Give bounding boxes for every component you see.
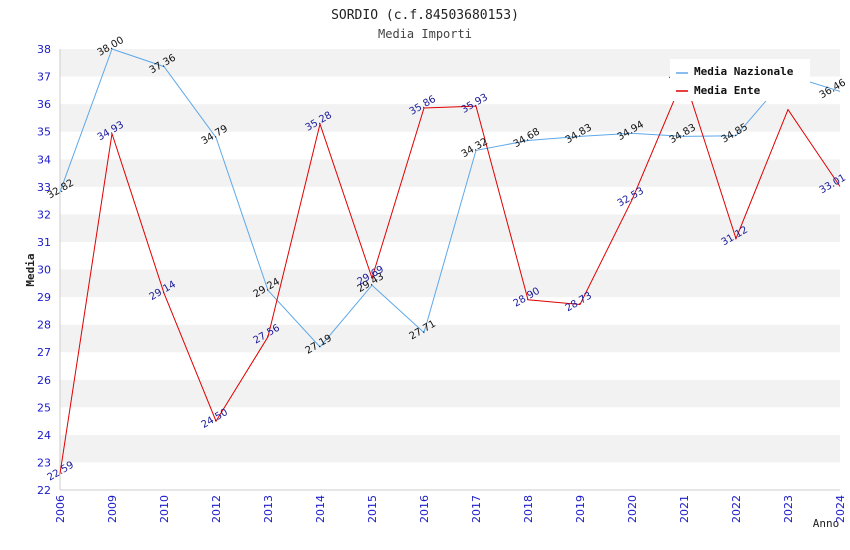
x-tick-label: 2015 xyxy=(366,495,379,523)
y-tick-label: 23 xyxy=(37,456,51,469)
x-axis-ticks: 2006 2009 2010 2012 2013 2014 2015 2016 2017 2018… xyxy=(54,495,847,523)
y-axis-ticks: 22 23 24 25 26 27 28 29 30 31 32 33 34 35 36 37 38 xyxy=(37,43,51,497)
x-tick-label: 2009 xyxy=(106,495,119,523)
y-tick-label: 37 xyxy=(37,71,51,84)
x-tick-label: 2014 xyxy=(314,495,327,523)
legend-label-ente: Media Ente xyxy=(694,84,761,97)
grid-band xyxy=(60,324,840,353)
series-line-0 xyxy=(59,48,841,348)
series-line-1 xyxy=(59,75,841,474)
y-axis-label: Media xyxy=(24,253,37,286)
grid-band xyxy=(60,379,840,408)
y-tick-label: 33 xyxy=(37,181,51,194)
x-tick-label: 2020 xyxy=(626,495,639,523)
y-tick-label: 27 xyxy=(37,346,51,359)
chart-title: SORDIO (c.f.84503680153) xyxy=(331,8,519,23)
y-tick-label: 25 xyxy=(37,401,51,414)
x-tick-label: 2013 xyxy=(262,495,275,523)
grid-band xyxy=(60,104,840,132)
y-tick-label: 28 xyxy=(37,319,51,332)
grid-band xyxy=(60,434,840,463)
x-tick-label: 2023 xyxy=(782,495,795,523)
x-tick-label: 2010 xyxy=(158,495,171,523)
y-tick-label: 34 xyxy=(37,153,51,166)
grid-band xyxy=(60,297,840,325)
x-tick-label: 2018 xyxy=(522,495,535,523)
x-tick-label: 2006 xyxy=(54,495,67,523)
x-axis-label: Anno xyxy=(813,517,840,530)
x-tick-label: 2021 xyxy=(678,495,691,523)
grid-band xyxy=(60,462,840,490)
grid-band xyxy=(60,352,840,380)
y-tick-label: 31 xyxy=(37,236,51,249)
grid-band xyxy=(60,407,840,435)
grid-band xyxy=(60,214,840,242)
y-tick-label: 38 xyxy=(37,43,51,56)
y-tick-label: 32 xyxy=(37,208,51,221)
grid-band xyxy=(60,186,840,215)
x-tick-label: 2017 xyxy=(470,495,483,523)
y-tick-label: 26 xyxy=(37,374,51,387)
x-tick-label: 2019 xyxy=(574,495,587,523)
grid-band xyxy=(60,269,840,298)
x-tick-label: 2016 xyxy=(418,495,431,523)
y-tick-label: 24 xyxy=(37,429,51,442)
x-tick-label: 2022 xyxy=(730,495,743,523)
y-tick-label: 30 xyxy=(37,264,51,277)
y-tick-label: 22 xyxy=(37,484,51,497)
y-tick-label: 36 xyxy=(37,98,51,111)
legend-label-nazionale: Media Nazionale xyxy=(694,65,794,78)
y-tick-label: 35 xyxy=(37,126,51,139)
grid-band xyxy=(60,241,840,270)
chart-subtitle: Media Importi xyxy=(378,27,472,41)
series-lines xyxy=(59,48,841,474)
y-tick-label: 29 xyxy=(37,291,51,304)
legend-background xyxy=(670,59,810,101)
grid-band xyxy=(60,159,840,187)
x-tick-label: 2024 xyxy=(834,495,847,523)
plot-background-bands xyxy=(59,49,840,491)
x-tick-label: 2012 xyxy=(210,495,223,523)
legend: Media Nazionale Media Ente xyxy=(670,59,810,101)
